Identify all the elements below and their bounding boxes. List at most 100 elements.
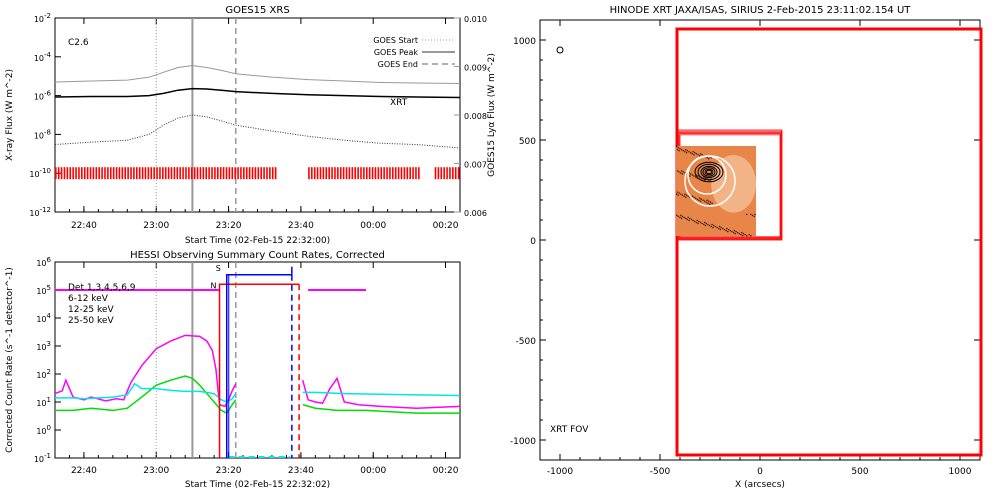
xrt-image-speckle bbox=[696, 198, 698, 200]
xrt-image-speckle bbox=[706, 157, 708, 159]
xrt-image-speckle bbox=[680, 217, 683, 220]
xrt-observation-mark bbox=[124, 167, 127, 180]
xrt-observation-mark bbox=[217, 167, 219, 180]
xrt-observation-mark bbox=[98, 167, 100, 180]
goes-y2tick-label: 0.009 bbox=[464, 64, 487, 73]
hessi-det-label: Det 1,3,4,5,6,9 bbox=[68, 283, 136, 293]
goes-xtick-label: 23:40 bbox=[288, 221, 314, 231]
xrt-image-speckle bbox=[732, 231, 735, 234]
hessi-series-band_12_25 bbox=[302, 403, 460, 414]
xrt-observation-mark bbox=[164, 167, 167, 180]
xrt-image-speckle bbox=[709, 180, 712, 182]
xrt-observation-mark bbox=[136, 167, 138, 180]
xrt-observation-mark bbox=[263, 167, 265, 180]
xrt-image-speckle bbox=[705, 222, 707, 225]
xrt-observation-mark bbox=[446, 167, 448, 180]
xrt-image-speckle bbox=[676, 146, 678, 148]
xrt-image-speckle bbox=[701, 222, 703, 225]
hessi-ytick-label: 104 bbox=[36, 312, 51, 324]
xrt-observation-mark bbox=[449, 167, 451, 180]
xrt-observation-mark bbox=[454, 167, 457, 180]
xrt-image-speckle bbox=[676, 170, 679, 172]
xrt-observation-mark bbox=[57, 167, 60, 180]
xrt-observation-mark bbox=[147, 167, 150, 180]
xrt-observation-mark bbox=[60, 167, 63, 180]
xrt-observation-mark bbox=[104, 167, 106, 180]
xrt-observation-mark bbox=[92, 167, 95, 180]
xrt-fov-box bbox=[675, 27, 983, 457]
xrt-image-speckle bbox=[710, 157, 712, 159]
xrt-observation-mark bbox=[141, 167, 144, 180]
xrt-image-speckle bbox=[690, 152, 692, 154]
xrt-observation-mark bbox=[403, 167, 406, 180]
xrt-observation-mark bbox=[208, 167, 210, 180]
xrt-observation-mark bbox=[452, 167, 454, 180]
xrt-image-speckle bbox=[687, 216, 689, 219]
xrt-ytick-label: 1000 bbox=[513, 37, 536, 47]
hessi-xtick-label: 23:40 bbox=[288, 466, 314, 476]
xrt-image-speckle bbox=[699, 197, 701, 199]
xrt-image-speckle bbox=[688, 219, 690, 222]
hessi-series-band_25_50 bbox=[55, 382, 237, 403]
xrt-image-speckle bbox=[691, 195, 693, 197]
xrt-image-speckle bbox=[722, 227, 724, 230]
xrt-image-speckle bbox=[703, 176, 705, 178]
xrt-image-speckle bbox=[718, 225, 721, 228]
goes-ylabel: X-ray Flux (W m^-2) bbox=[5, 69, 15, 161]
goes-ytick-label: 10-8 bbox=[34, 128, 51, 140]
xrt-observation-mark bbox=[266, 167, 268, 180]
xrt-observation-mark bbox=[440, 167, 443, 180]
xrt-image-speckle bbox=[703, 223, 705, 226]
xrt-image-speckle bbox=[683, 195, 685, 197]
xrt-image-speckle bbox=[740, 233, 742, 236]
xrt-observation-mark bbox=[133, 167, 135, 180]
xrt-image-speckle bbox=[676, 191, 679, 193]
xrt-image-speckle bbox=[679, 148, 681, 150]
xrt-ytick-label: 500 bbox=[519, 137, 536, 147]
xrt-observation-mark bbox=[334, 167, 336, 180]
xrt-xtick-label: 0 bbox=[757, 467, 763, 477]
xrt-observation-mark bbox=[240, 167, 242, 180]
xrt-image-speckle bbox=[681, 173, 684, 175]
xrt-image-speckle bbox=[684, 172, 686, 174]
xrt-fov-label: XRT FOV bbox=[550, 425, 589, 435]
xrt-observation-mark bbox=[69, 167, 72, 180]
goes-xlabel: Start Time (02-Feb-15 22:32:00) bbox=[185, 236, 330, 246]
xrt-image-speckle bbox=[685, 152, 688, 154]
xrt-observation-mark bbox=[386, 167, 388, 180]
xrt-image-speckle bbox=[699, 221, 702, 224]
xrt-image-speckle bbox=[692, 219, 694, 222]
xrt-image-speckle bbox=[696, 219, 698, 222]
xrt-observation-mark bbox=[144, 167, 147, 180]
xrt-observation-mark bbox=[127, 167, 129, 180]
xrt-image-speckle bbox=[681, 194, 684, 196]
xrt-image-speckle bbox=[707, 202, 709, 204]
xrt-observation-mark bbox=[437, 167, 440, 180]
xrt-image-speckle bbox=[699, 200, 702, 202]
xrt-observation-mark bbox=[190, 167, 193, 180]
xrt-image-speckle bbox=[695, 153, 698, 155]
xrt-observation-mark bbox=[211, 167, 213, 180]
xrt-image-speckle bbox=[694, 176, 697, 178]
xrt-observation-mark bbox=[176, 167, 179, 180]
xrt-image-speckle bbox=[704, 179, 706, 181]
xrt-image-speckle bbox=[746, 213, 748, 216]
xrt-image-speckle bbox=[680, 214, 682, 217]
xrt-ytick-label: 0 bbox=[530, 237, 536, 247]
xrt-observation-mark bbox=[231, 167, 234, 180]
xrt-image-speckle bbox=[695, 174, 698, 176]
xrt-observation-mark bbox=[371, 167, 374, 180]
xrt-observation-mark bbox=[313, 167, 316, 180]
xrt-observation-mark bbox=[72, 167, 74, 180]
xrt-observation-mark bbox=[78, 167, 80, 180]
xrt-observation-mark bbox=[159, 167, 161, 180]
xrt-image-speckle bbox=[750, 213, 752, 216]
hessi-xtick-label: 22:40 bbox=[71, 466, 97, 476]
goes-xtick-label: 23:00 bbox=[143, 221, 169, 231]
xrt-observation-mark bbox=[115, 167, 118, 180]
xrt-observation-mark bbox=[248, 167, 251, 180]
xrt-observation-mark bbox=[257, 167, 260, 180]
xrt-observation-mark bbox=[245, 167, 248, 180]
xrt-image-speckle bbox=[680, 193, 682, 195]
